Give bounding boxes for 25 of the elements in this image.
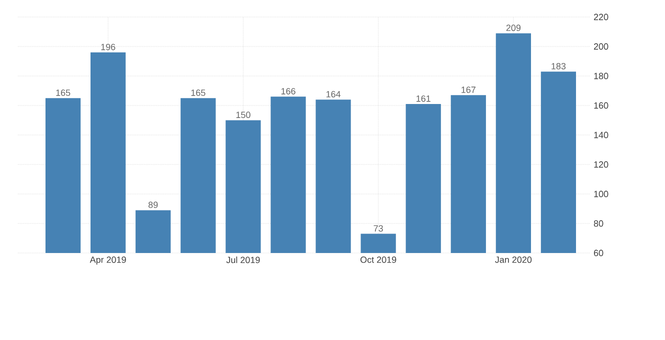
data-label: 73 <box>374 225 383 232</box>
data-label: 165 <box>191 90 206 96</box>
data-label: 167 <box>462 86 476 93</box>
data-label: 165 <box>56 90 70 96</box>
y-tick-label: 160 <box>594 102 608 109</box>
data-label: 150 <box>236 112 250 118</box>
y-tick-label: 60 <box>594 250 604 256</box>
data-label: 196 <box>101 44 116 50</box>
y-tick-label: 120 <box>594 161 608 168</box>
y-tick-label: 100 <box>594 190 608 198</box>
y-tick-label: 220 <box>594 14 608 20</box>
data-label: 209 <box>506 24 521 32</box>
x-tick-label: Jul 2019 <box>226 256 260 264</box>
y-tick-label: 200 <box>594 43 608 50</box>
y-tick-label: 180 <box>594 72 608 80</box>
data-label: 164 <box>326 91 341 98</box>
data-label: 89 <box>148 202 158 208</box>
y-tick-label: 80 <box>594 220 604 227</box>
x-tick-label: Oct 2019 <box>360 256 396 263</box>
y-tick-label: 140 <box>594 132 608 138</box>
x-tick-label: Jan 2020 <box>495 256 532 263</box>
data-label: 166 <box>281 88 296 94</box>
data-label: 183 <box>552 62 566 70</box>
x-tick-label: Apr 2019 <box>90 256 126 265</box>
data-label: 161 <box>416 95 430 102</box>
